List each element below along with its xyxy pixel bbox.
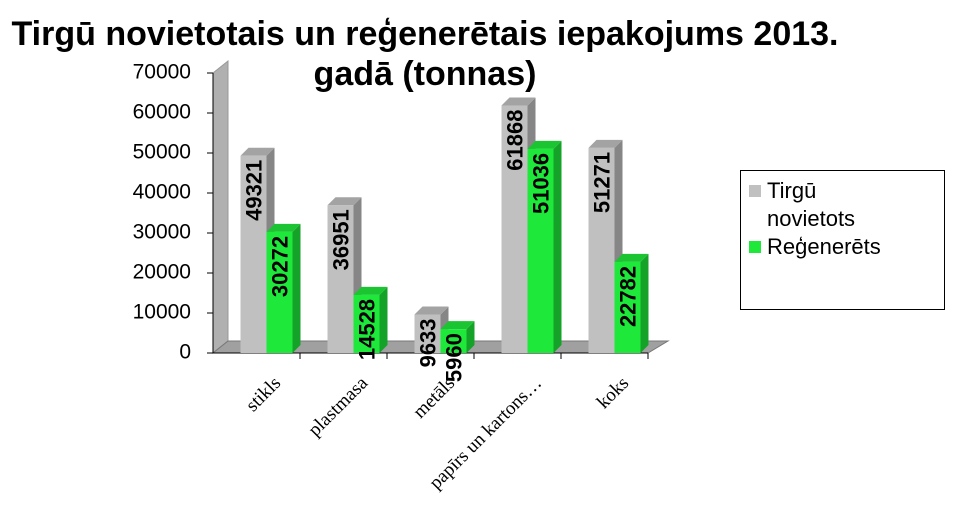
y-tick-label: 70000	[133, 61, 191, 84]
y-tick-label: 50000	[133, 141, 191, 164]
bar	[266, 231, 293, 353]
legend-item: Reģenerēts	[749, 233, 936, 261]
bar-top	[266, 223, 301, 232]
value-label: 49321	[241, 160, 266, 221]
bar-side	[640, 253, 649, 353]
value-label: 5960	[441, 333, 466, 382]
chart-title: Tirgū novietotais un reģenerētais iepako…	[11, 15, 839, 93]
x-tick-label: koks	[593, 373, 633, 413]
value-label: 14528	[354, 299, 379, 360]
value-label: 22782	[615, 266, 640, 327]
bar-side	[553, 140, 562, 353]
bar	[353, 294, 380, 353]
value-label: 30272	[267, 236, 292, 297]
back-wall	[212, 59, 229, 355]
legend-label: Reģenerēts	[767, 234, 881, 259]
bar-top	[327, 197, 362, 206]
value-label: 36951	[328, 209, 353, 270]
y-tick-label: 10000	[133, 301, 191, 324]
bar-top	[240, 147, 275, 156]
bar	[527, 148, 554, 353]
legend-swatch	[749, 185, 761, 197]
value-label: 9633	[415, 318, 440, 367]
x-tick-label: plastmasa	[304, 372, 372, 440]
legend-swatch	[749, 241, 761, 253]
y-tick-label: 40000	[133, 181, 191, 204]
bar-top	[614, 253, 649, 262]
y-tick-label: 0	[179, 341, 191, 364]
bar-top	[440, 321, 475, 330]
value-label: 61868	[502, 110, 527, 171]
bar-top	[353, 286, 388, 295]
bar	[614, 261, 641, 353]
legend-label: Tirgū novietots	[767, 178, 856, 231]
bar	[501, 105, 528, 353]
bar-top	[501, 97, 536, 106]
bar	[440, 329, 467, 353]
legend: Tirgū novietots Reģenerēts	[740, 170, 945, 310]
y-tick-label: 30000	[133, 221, 191, 244]
bar	[414, 314, 441, 353]
bar-top	[588, 139, 623, 148]
value-label: 51271	[589, 152, 614, 213]
bar-side	[379, 286, 388, 353]
legend-item: Tirgū novietots	[749, 177, 936, 233]
value-label: 51036	[528, 153, 553, 214]
bar-top	[527, 140, 562, 149]
y-tick-label: 60000	[133, 101, 191, 124]
bar	[327, 205, 354, 353]
bar-side	[292, 223, 301, 353]
bar-side	[466, 321, 475, 353]
bar	[240, 155, 267, 353]
x-tick-label: stikls	[242, 373, 285, 416]
bar-top	[414, 306, 449, 315]
y-tick-label: 20000	[133, 261, 191, 284]
bar	[588, 147, 615, 353]
